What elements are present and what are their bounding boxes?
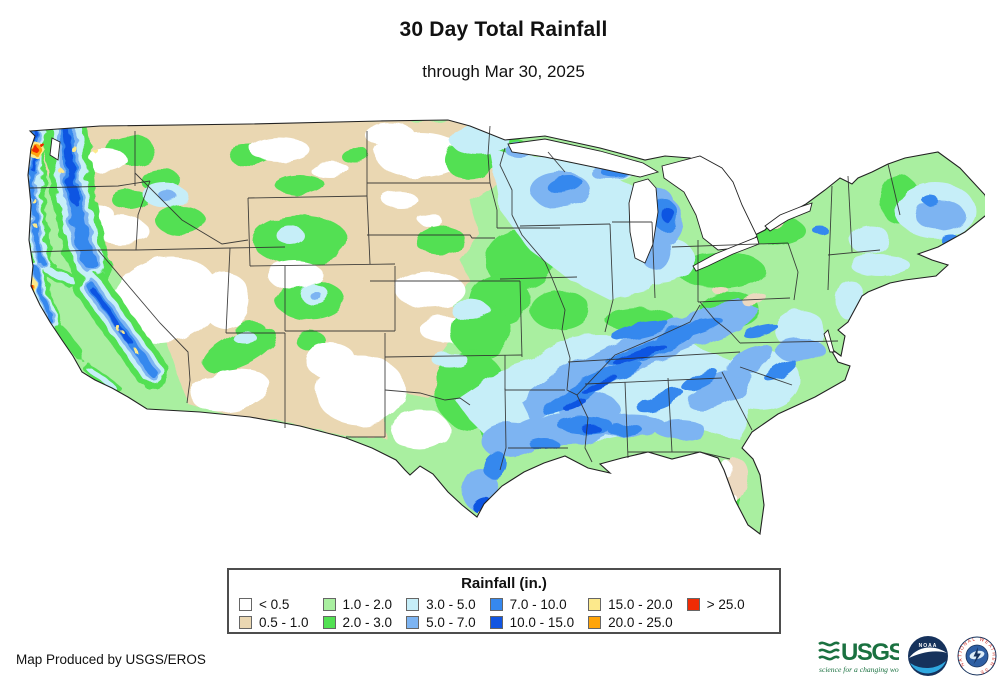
legend-label: > 25.0 [706,597,745,612]
legend-swatch [322,616,336,629]
usgs-wave-icon [818,641,840,661]
legend-swatch [588,598,602,611]
legend-swatch [588,616,602,629]
legend-item: 2.0 - 3.0 [322,614,393,631]
legend-label: 7.0 - 10.0 [509,597,567,612]
legend-label: 5.0 - 7.0 [426,615,476,630]
legend-swatch [406,598,420,611]
usgs-logo-text: USGS [841,639,899,666]
usgs-logo: USGS science for a changing world [818,639,899,674]
legend-label: < 0.5 [259,597,290,612]
legend-swatch [239,616,252,629]
us-rainfall-map [27,119,991,536]
legend-label: 15.0 - 20.0 [608,597,673,612]
noaa-logo: NOAA [908,636,948,676]
legend-swatch [489,616,503,629]
legend-title: Rainfall (in.) [461,575,547,592]
legend-item: 1.0 - 2.0 [322,596,393,613]
legend-label: 1.0 - 2.0 [342,597,393,612]
legend-item: 7.0 - 10.0 [489,596,575,613]
legend-item: 0.5 - 1.0 [239,614,309,631]
legend-label: 0.5 - 1.0 [259,615,309,630]
page-subtitle: through Mar 30, 2025 [422,62,585,81]
legend-label: 2.0 - 3.0 [342,615,393,630]
agency-logos: USGS science for a changing world NOAA N… [817,634,997,678]
legend-swatch [322,598,336,611]
state-borders [29,125,901,471]
legend-item: 15.0 - 20.0 [588,596,673,613]
usgs-tagline: science for a changing world [819,665,899,674]
legend-label: 3.0 - 5.0 [426,597,476,612]
legend-swatch [406,616,420,629]
nws-logo: NATIONAL WEATHER SERVICE [957,636,997,676]
legend-label: 10.0 - 15.0 [509,615,575,630]
legend-item: 3.0 - 5.0 [406,596,476,613]
legend-item: 20.0 - 25.0 [588,614,673,631]
legend-label: 20.0 - 25.0 [608,615,673,630]
legend-item: 5.0 - 7.0 [406,614,476,631]
noaa-logo-text: NOAA [919,643,938,649]
legend-swatch [239,598,252,611]
legend-item: > 25.0 [686,596,745,613]
rainfall-legend: Rainfall (in.) < 0.5 0.5 - 1.0 1.0 - 2.0 2.… [227,568,781,634]
great-lakes [49,137,835,353]
legend-grid: < 0.5 0.5 - 1.0 1.0 - 2.0 2.0 - 3.0 3.0 - 5.… [239,596,779,631]
legend-item: < 0.5 [239,596,309,613]
map-container [22,118,991,560]
map-credit: Map Produced by USGS/EROS [16,652,206,667]
legend-item: 10.0 - 15.0 [489,614,575,631]
legend-swatch [489,598,503,611]
legend-swatch [686,598,700,611]
page-title: 30 Day Total Rainfall [399,18,608,41]
